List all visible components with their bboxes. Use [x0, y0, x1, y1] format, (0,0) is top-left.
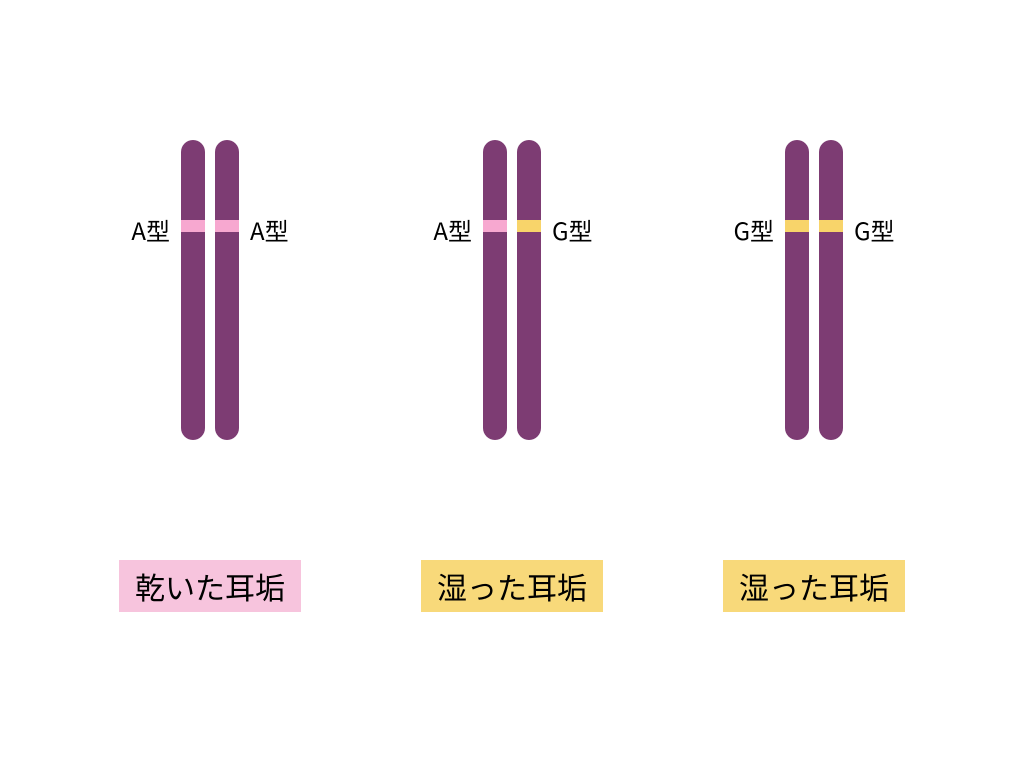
genotype-group: G型 G型	[664, 140, 964, 460]
genotype-group: A型 A型	[60, 140, 360, 460]
chromatid-left	[785, 140, 809, 440]
allele-label-right: G型	[552, 212, 593, 247]
caption-wrap: 湿った耳垢	[664, 560, 964, 612]
chromatid-right	[215, 140, 239, 440]
chromatid-right	[819, 140, 843, 440]
allele-label-left: A型	[131, 212, 170, 247]
allele-label-left: A型	[433, 212, 472, 247]
allele-label-right: G型	[854, 212, 895, 247]
genotype-group: A型 G型	[362, 140, 662, 460]
chromatid-left	[181, 140, 205, 440]
chromosome-pair: A型 A型	[60, 140, 360, 460]
chromatid-left	[483, 140, 507, 440]
phenotype-caption: 湿った耳垢	[723, 560, 905, 612]
chromosome-pair: A型 G型	[362, 140, 662, 460]
allele-label-right: A型	[250, 212, 289, 247]
chromosome-pair: G型 G型	[664, 140, 964, 460]
chromatid-right	[517, 140, 541, 440]
phenotype-caption: 乾いた耳垢	[119, 560, 301, 612]
phenotype-caption: 湿った耳垢	[421, 560, 603, 612]
caption-wrap: 湿った耳垢	[362, 560, 662, 612]
caption-wrap: 乾いた耳垢	[60, 560, 360, 612]
diagram-stage: A型 A型 乾いた耳垢 A型 G型 湿った耳垢 G型 G型 湿った耳垢	[0, 0, 1024, 768]
allele-label-left: G型	[733, 212, 774, 247]
